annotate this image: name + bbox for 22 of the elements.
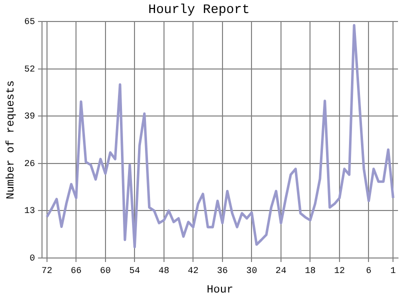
- x-tick-label: 72: [41, 266, 52, 276]
- x-tick-label: 36: [217, 266, 228, 276]
- y-tick-label: 52: [24, 64, 35, 74]
- x-tick-label: 66: [70, 266, 82, 276]
- x-tick-label: 12: [334, 266, 345, 276]
- x-tick-label: 1: [390, 266, 396, 276]
- x-tick-label: 30: [246, 266, 258, 276]
- x-tick-label: 24: [276, 266, 286, 276]
- y-tick-label: 65: [24, 16, 35, 27]
- x-tick-label: 60: [100, 266, 111, 276]
- x-tick-label: 18: [304, 266, 316, 276]
- chart-title: Hourly Report: [148, 2, 250, 18]
- x-axis-title: Hour: [206, 284, 234, 296]
- y-tick-label: 0: [30, 253, 35, 264]
- x-tick-label: 48: [158, 266, 170, 276]
- y-axis-title: Number of requests: [6, 80, 18, 200]
- y-tick-label: 26: [24, 158, 35, 169]
- x-tick-label: 54: [129, 266, 140, 276]
- y-tick-label: 13: [24, 206, 35, 216]
- x-tick-label: 6: [366, 266, 372, 276]
- x-tick-label: 42: [188, 266, 199, 276]
- y-tick-label: 39: [24, 112, 35, 122]
